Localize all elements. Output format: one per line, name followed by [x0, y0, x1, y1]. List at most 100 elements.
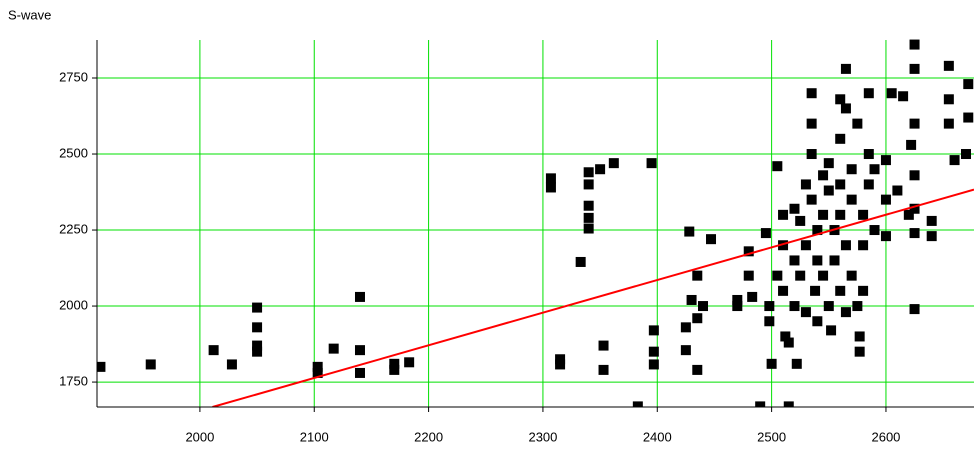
- y-tick-label: 1750: [59, 374, 88, 389]
- point: [595, 164, 606, 175]
- point: [648, 359, 659, 370]
- point: [583, 223, 594, 234]
- point: [778, 209, 789, 220]
- point: [780, 331, 791, 342]
- x-tick-label: 2100: [300, 429, 329, 444]
- point: [772, 270, 783, 281]
- point: [926, 231, 937, 242]
- point: [898, 91, 909, 102]
- point: [903, 209, 914, 220]
- point: [806, 194, 817, 205]
- y-tick-label: 2500: [59, 145, 88, 160]
- x-tick-label: 2400: [643, 429, 672, 444]
- point: [800, 307, 811, 318]
- point: [943, 94, 954, 105]
- point: [583, 212, 594, 223]
- point: [835, 209, 846, 220]
- point: [863, 88, 874, 99]
- point: [755, 401, 766, 407]
- point: [854, 346, 865, 357]
- point: [926, 215, 937, 226]
- point: [778, 240, 789, 251]
- point: [389, 364, 400, 375]
- point: [846, 164, 857, 175]
- point: [858, 240, 869, 251]
- point: [680, 322, 691, 333]
- point: [389, 358, 400, 369]
- point: [404, 357, 415, 368]
- point: [145, 359, 156, 370]
- point: [909, 304, 920, 315]
- point: [795, 215, 806, 226]
- point: [863, 179, 874, 190]
- point: [208, 345, 219, 356]
- point: [354, 345, 365, 356]
- point: [909, 170, 920, 181]
- point: [960, 149, 971, 160]
- point: [963, 112, 974, 123]
- point: [863, 149, 874, 160]
- point: [880, 231, 891, 242]
- y-axis-label: S-wave: [8, 7, 51, 22]
- point: [795, 270, 806, 281]
- point: [575, 256, 586, 267]
- point: [732, 301, 743, 312]
- point: [632, 401, 643, 407]
- point: [909, 203, 920, 214]
- point: [943, 60, 954, 71]
- point: [823, 185, 834, 196]
- point: [252, 302, 263, 313]
- point: [818, 170, 829, 181]
- point: [743, 246, 754, 257]
- point: [692, 270, 703, 281]
- point: [826, 325, 837, 336]
- point: [806, 118, 817, 129]
- y-tick-label: 2250: [59, 221, 88, 236]
- point: [858, 285, 869, 296]
- point: [840, 240, 851, 251]
- point: [892, 185, 903, 196]
- point: [583, 200, 594, 211]
- point: [949, 155, 960, 166]
- point: [648, 325, 659, 336]
- point: [909, 39, 920, 50]
- point: [97, 361, 106, 372]
- fit-line: [212, 188, 974, 407]
- point: [854, 331, 865, 342]
- point: [810, 285, 821, 296]
- point: [312, 367, 323, 378]
- y-tick-label: 2000: [59, 297, 88, 312]
- point: [840, 63, 851, 74]
- point: [806, 149, 817, 160]
- x-tick-label: 2200: [414, 429, 443, 444]
- point: [252, 340, 263, 351]
- point: [909, 118, 920, 129]
- point: [835, 179, 846, 190]
- point: [598, 340, 609, 351]
- point: [646, 158, 657, 169]
- point: [732, 294, 743, 305]
- point: [829, 255, 840, 266]
- point: [800, 240, 811, 251]
- point: [684, 226, 695, 237]
- point: [686, 294, 697, 305]
- y-tick-label: 2750: [59, 69, 88, 84]
- point: [963, 79, 974, 90]
- point: [772, 161, 783, 172]
- point: [226, 359, 237, 370]
- point: [789, 301, 800, 312]
- point: [312, 361, 323, 372]
- point: [852, 301, 863, 312]
- point: [852, 118, 863, 129]
- point: [598, 364, 609, 375]
- point: [764, 316, 775, 327]
- point: [328, 343, 339, 354]
- point: [789, 203, 800, 214]
- point: [840, 103, 851, 114]
- point: [648, 346, 659, 357]
- point: [909, 63, 920, 74]
- point: [608, 158, 619, 169]
- point: [778, 285, 789, 296]
- point: [835, 94, 846, 105]
